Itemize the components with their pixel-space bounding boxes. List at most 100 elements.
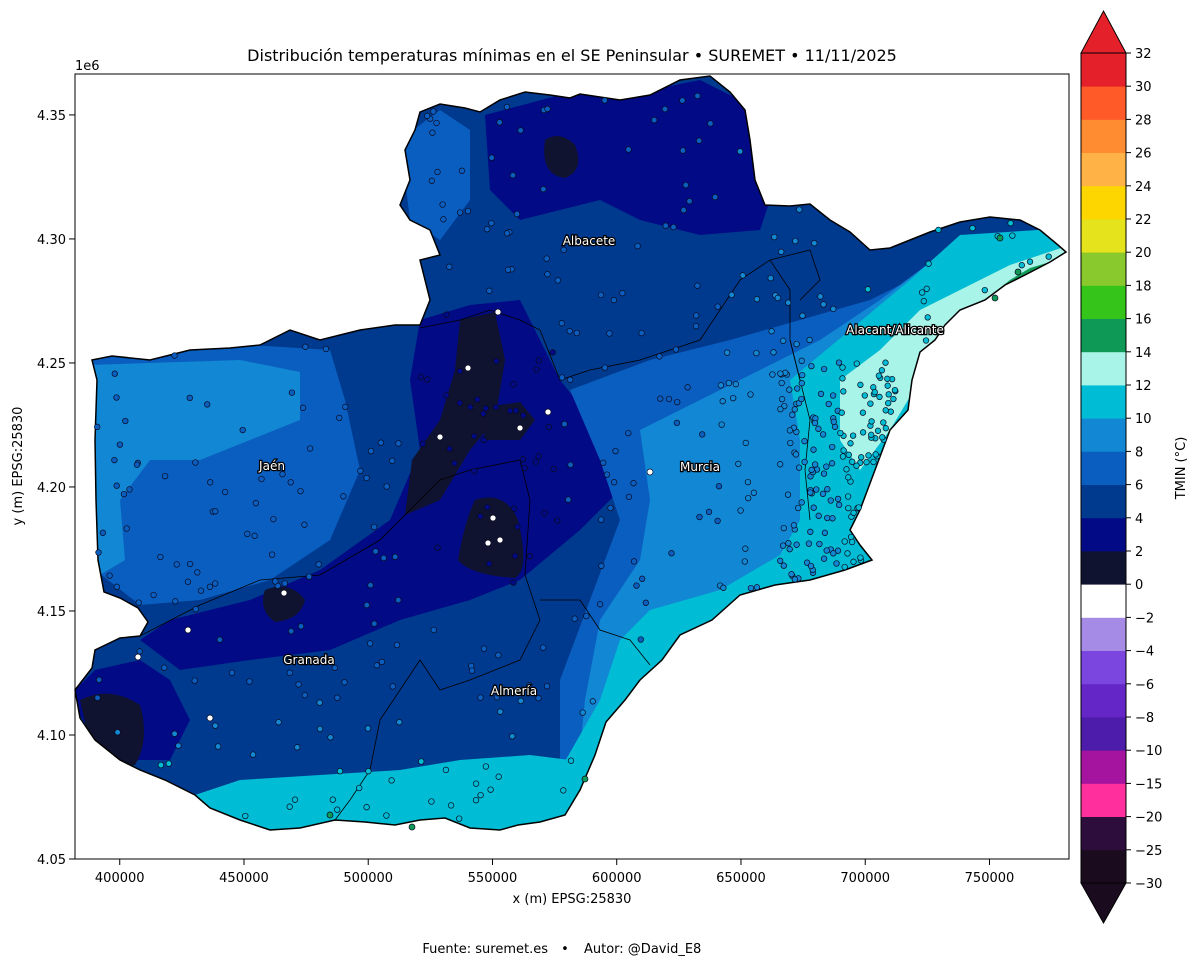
- station-point: [336, 768, 344, 775]
- station-point: [799, 371, 806, 379]
- station-point: [634, 242, 641, 250]
- station-point: [817, 390, 825, 398]
- station-point: [417, 374, 425, 381]
- station-point: [693, 312, 700, 319]
- station-point: [876, 393, 883, 401]
- station-point: [868, 418, 875, 425]
- station-point: [212, 508, 219, 515]
- station-point: [544, 105, 551, 113]
- station-point: [798, 395, 805, 403]
- station-point: [175, 742, 182, 749]
- tmin-band-6-8-north: [400, 110, 470, 240]
- station-point: [923, 285, 930, 292]
- station-point: [884, 375, 891, 382]
- x-axis-ticks: 400000 450000 500000 550000 600000 650000 7000…: [95, 859, 1014, 886]
- station-point: [839, 453, 847, 460]
- station-point: [823, 463, 830, 470]
- station-point: [135, 599, 142, 606]
- station-point: [480, 645, 488, 652]
- station-point: [699, 431, 706, 438]
- station-point: [301, 521, 308, 528]
- station-point: [786, 386, 793, 393]
- station-point-cold: [494, 308, 502, 316]
- station-point: [747, 584, 755, 592]
- station-point: [665, 395, 673, 403]
- station-point: [855, 504, 862, 511]
- colorbar-segment: [1081, 783, 1126, 817]
- station-point-warm: [581, 775, 589, 783]
- province-border-murcia-albacete: [589, 259, 801, 381]
- station-point: [787, 439, 794, 447]
- station-point: [113, 394, 120, 401]
- station-point: [610, 479, 618, 486]
- station-point: [477, 513, 484, 520]
- province-border-jaen-albacete: [419, 309, 591, 381]
- station-point: [715, 483, 723, 490]
- station-point-cold: [544, 408, 552, 416]
- tmin-band-10-12-south: [180, 755, 590, 830]
- station-point: [825, 400, 832, 408]
- station-point: [424, 112, 431, 120]
- station-point: [161, 664, 168, 671]
- colorbar-tick-label: −30: [1135, 877, 1162, 892]
- station-point: [464, 207, 472, 215]
- colorbar-segment: [1081, 849, 1126, 884]
- station-point: [503, 103, 511, 111]
- station-point: [395, 596, 402, 604]
- station-point: [212, 580, 219, 587]
- station-point: [780, 562, 787, 569]
- station-point: [567, 376, 574, 383]
- station-point: [342, 403, 349, 411]
- station-point: [565, 496, 572, 503]
- station-point: [630, 480, 637, 487]
- station-point: [816, 540, 823, 548]
- colorbar-extend-max: [1080, 9, 1127, 54]
- station-point: [879, 434, 886, 441]
- province-border-jaen-granada: [139, 469, 471, 637]
- station-point: [356, 784, 363, 792]
- station-point: [742, 545, 749, 552]
- station-point: [571, 615, 578, 622]
- station-point: [824, 486, 831, 493]
- colorbar-segment: [1081, 717, 1126, 751]
- station-point: [486, 560, 493, 567]
- colorbar-segment: [1081, 285, 1126, 319]
- station-point: [670, 223, 677, 231]
- station-point: [171, 730, 178, 737]
- station-point: [857, 554, 864, 561]
- station-point: [120, 490, 128, 498]
- station-point: [207, 479, 214, 486]
- station-point: [510, 381, 517, 388]
- station-point: [472, 780, 480, 787]
- station-point: [661, 105, 669, 113]
- colorbar-tick-label: 6: [1135, 479, 1143, 494]
- x-tick-label: 700000: [840, 871, 890, 886]
- station-point: [316, 725, 324, 733]
- station-point: [442, 766, 450, 774]
- station-point: [859, 409, 867, 416]
- city-label-albacete: Albacete: [563, 234, 616, 248]
- station-point: [244, 530, 251, 538]
- station-point: [221, 488, 229, 496]
- station-point: [212, 722, 219, 729]
- station-point: [544, 271, 551, 278]
- station-point-warm: [1014, 268, 1022, 276]
- city-label-granada: Granada: [283, 653, 335, 667]
- station-point: [336, 414, 343, 422]
- station-point: [920, 298, 927, 305]
- station-point: [828, 460, 836, 467]
- station-point: [477, 791, 484, 799]
- station-point: [509, 733, 516, 740]
- station-point: [848, 538, 856, 546]
- station-point: [214, 743, 222, 750]
- province-border-albacete-alicante: [769, 249, 821, 301]
- colorbar-tick-label: 12: [1135, 379, 1152, 394]
- y-tick-label: 4.30: [37, 233, 66, 248]
- province-borders: [139, 249, 821, 821]
- station-point: [745, 494, 752, 502]
- station-point: [778, 379, 785, 387]
- station-point: [521, 464, 528, 472]
- station-point: [532, 458, 540, 465]
- colorbar-segment: [1081, 683, 1126, 718]
- station-point: [526, 553, 534, 560]
